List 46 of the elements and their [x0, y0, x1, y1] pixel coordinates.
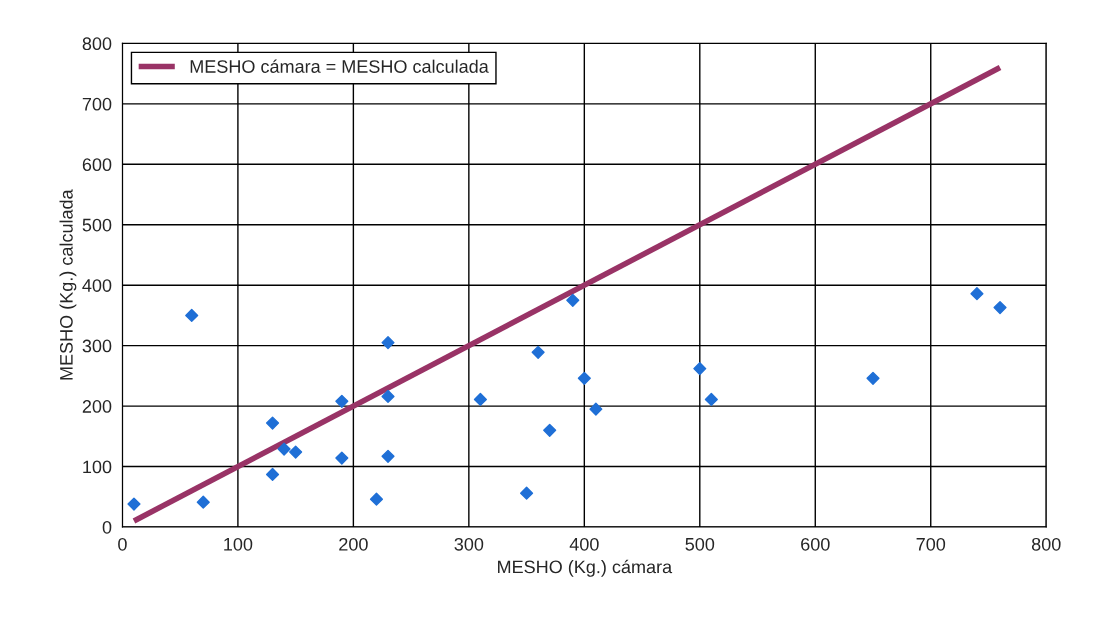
point	[993, 300, 1007, 315]
y-tick-label: 700	[82, 97, 112, 111]
x-tick-label: 400	[569, 537, 599, 551]
y-tick-label: 200	[82, 400, 112, 413]
point	[566, 293, 580, 307]
point	[531, 345, 545, 359]
legend-label: MESHO cámara = MESHO calculada	[190, 59, 489, 73]
point	[127, 497, 141, 511]
y-tick-label: 300	[82, 339, 112, 353]
point	[381, 389, 395, 404]
point	[519, 486, 534, 500]
y-axis-title: MESHO (Kg.) calculada	[59, 189, 77, 380]
x-tick-label: 600	[801, 537, 830, 551]
x-tick-label: 200	[339, 537, 368, 551]
point	[265, 416, 280, 430]
point	[704, 392, 718, 407]
point	[265, 467, 280, 481]
y-tick-label: 800	[82, 37, 112, 51]
point	[381, 449, 395, 463]
point	[970, 287, 984, 301]
point	[589, 402, 603, 416]
point	[289, 445, 303, 459]
point	[277, 442, 291, 456]
point	[473, 392, 487, 407]
y-tick-label: 100	[83, 460, 112, 474]
point	[693, 362, 707, 376]
point	[369, 492, 384, 506]
y-tick-label: 600	[82, 158, 112, 172]
point	[577, 371, 591, 385]
point	[381, 336, 395, 350]
x-tick-label: 800	[1031, 537, 1061, 551]
y-tick-label: 400	[82, 279, 112, 292]
point	[196, 495, 210, 509]
x-tick-label: 700	[916, 537, 946, 551]
x-tick-label: 0	[118, 537, 127, 551]
point	[866, 371, 880, 385]
x-axis-title: MESHO (Kg.) cámara	[498, 559, 673, 577]
point	[543, 423, 557, 437]
y-tick-label: 500	[82, 218, 112, 232]
x-tick-label: 500	[685, 537, 715, 551]
x-tick-label: 300	[454, 537, 484, 551]
point	[185, 308, 199, 323]
point	[335, 394, 349, 408]
y-tick-label: 0	[102, 520, 112, 534]
point	[335, 451, 349, 465]
x-tick-label: 100	[224, 537, 253, 551]
